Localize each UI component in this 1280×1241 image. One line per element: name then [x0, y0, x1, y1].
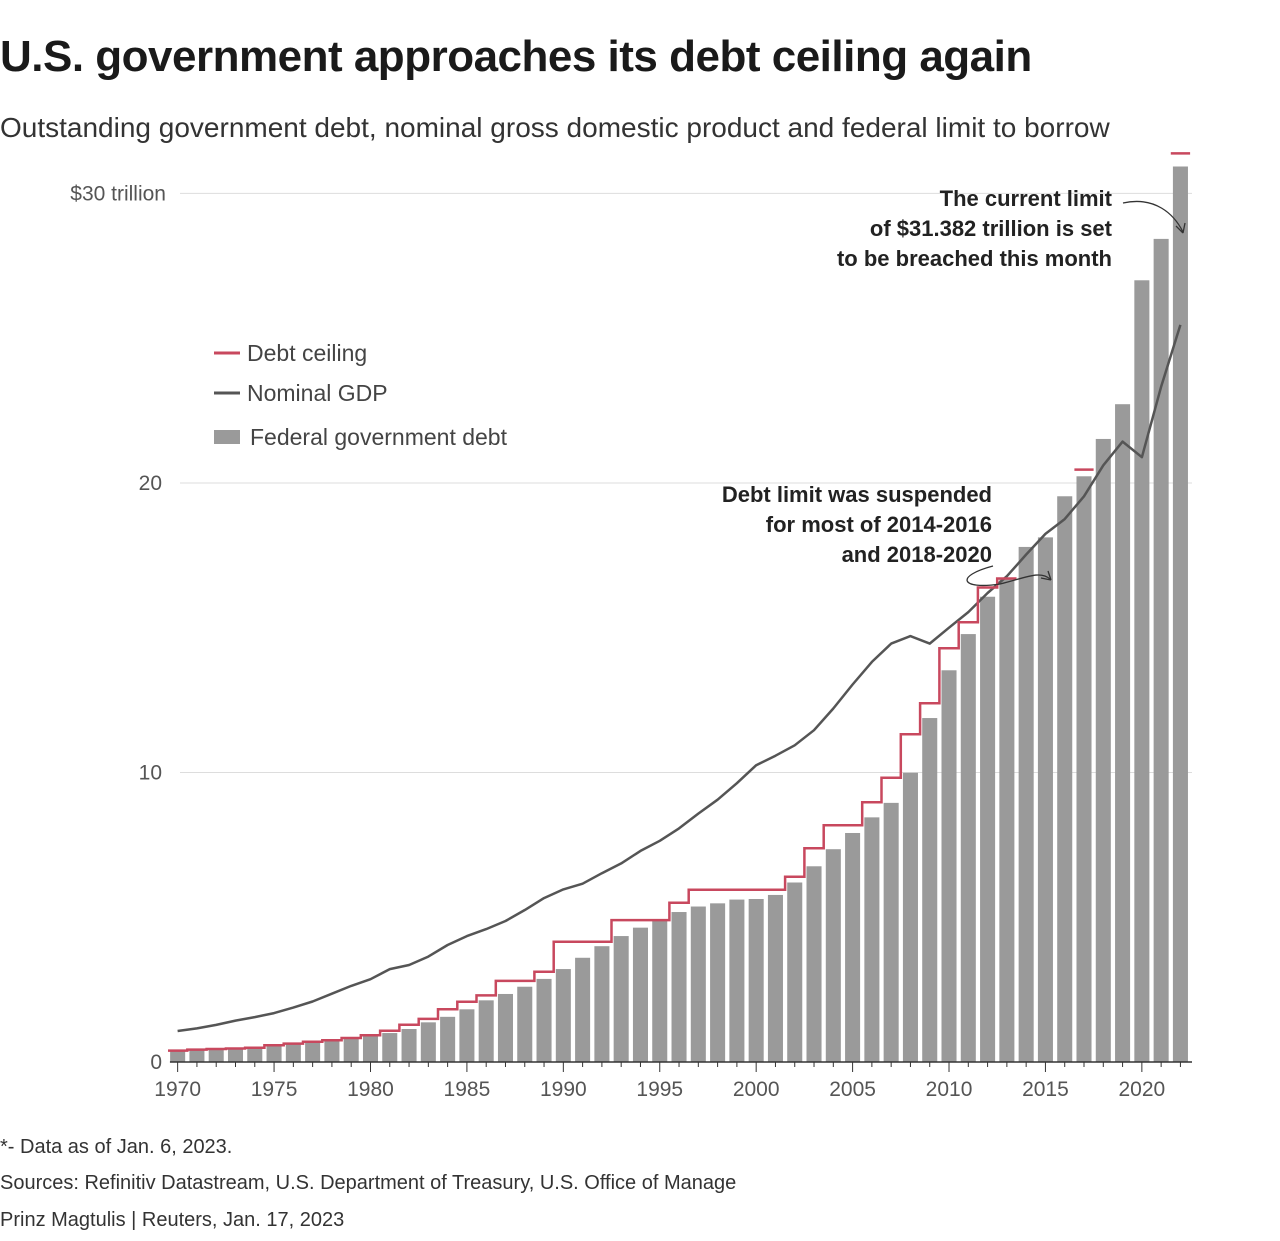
legend-label-gdp: Nominal GDP	[247, 380, 388, 406]
debt-bar-1976	[285, 1043, 301, 1062]
legend-label-debt: Federal government debt	[250, 424, 508, 450]
debt-bar-1997	[690, 906, 706, 1062]
debt-bar-1994	[632, 927, 648, 1062]
debt-bar-1982	[401, 1028, 417, 1062]
debt-bar-1985	[459, 1009, 475, 1062]
debt-bar-2001	[767, 894, 783, 1062]
debt-bar-2006	[864, 817, 880, 1062]
debt-bar-1973	[227, 1048, 244, 1062]
debt-bar-2020	[1134, 280, 1150, 1062]
debt-bar-1983	[420, 1022, 436, 1062]
gdp-line	[177, 324, 1182, 1033]
x-tick-label-2000: 2000	[733, 1078, 780, 1101]
debt-bar-2005	[845, 832, 861, 1062]
annotation-suspended-arrow	[966, 565, 1051, 587]
x-tick-label-2020: 2020	[1119, 1078, 1166, 1101]
debt-bar-2013	[999, 577, 1015, 1062]
legend-swatch-debt	[214, 430, 240, 444]
x-tick-label-2010: 2010	[926, 1078, 973, 1101]
chart-title: U.S. government approaches its debt ceil…	[0, 32, 1032, 81]
debt-bar-1995	[652, 919, 668, 1062]
annotation-current-limit-arrowhead	[1175, 222, 1186, 234]
annotation-current-limit-line-3: to be breached this month	[837, 246, 1112, 271]
debt-bar-1980	[362, 1035, 379, 1062]
debt-bar-2004	[825, 849, 841, 1062]
credit-line: Prinz Magtulis | Reuters, Jan. 17, 2023	[0, 1209, 345, 1231]
debt-bar-2019	[1115, 404, 1131, 1062]
x-tick-label-1990: 1990	[540, 1078, 587, 1101]
debt-bar-2007	[883, 802, 899, 1062]
debt-bar-2009	[922, 718, 938, 1062]
debt-bar-1979	[343, 1037, 359, 1062]
debt-bar-1991	[575, 957, 591, 1062]
debt-bar-1993	[613, 936, 629, 1062]
annotation-current-limit-line-1: The current limit	[940, 186, 1113, 211]
debt-bar-2015	[1037, 537, 1053, 1062]
annotation-current-limit-line-2: of $31.382 trillion is set	[870, 216, 1113, 241]
x-tick-label-1975: 1975	[251, 1078, 298, 1101]
x-tick-label-2005: 2005	[829, 1078, 876, 1101]
debt-bar-1984	[440, 1016, 456, 1062]
x-tick-label-1970: 1970	[154, 1078, 201, 1101]
debt-bar-1972	[208, 1049, 224, 1062]
annotation-suspended-line-1: Debt limit was suspended	[722, 482, 992, 507]
sources-fade	[740, 1172, 900, 1198]
ceiling-step-line-2014	[168, 577, 1017, 1052]
legend-label-ceiling: Debt ceiling	[247, 340, 367, 366]
debt-bar-2008	[902, 772, 918, 1062]
debt-bar-1999	[729, 899, 745, 1062]
x-tick-label-1985: 1985	[444, 1078, 491, 1101]
y-tick-label-0: 0	[150, 1051, 162, 1074]
debt-bar-1971	[189, 1050, 205, 1062]
debt-bar-1998	[710, 903, 726, 1062]
x-tick-label-2015: 2015	[1022, 1078, 1069, 1101]
debt-bar-2003	[806, 866, 822, 1062]
debt-bar-2002	[787, 882, 803, 1062]
x-tick-label-1995: 1995	[636, 1078, 683, 1101]
debt-bar-2018	[1095, 438, 1111, 1062]
debt-bar-1977	[305, 1041, 321, 1062]
debt-bar-1987	[497, 993, 513, 1062]
y-tick-label-20: 20	[139, 472, 162, 495]
debt-bar-2014	[1018, 546, 1034, 1062]
debt-bar-2000	[748, 898, 764, 1062]
x-tick-label-1980: 1980	[347, 1078, 394, 1101]
annotation-current-limit-arrow	[1122, 200, 1184, 233]
debt-bar-1989	[536, 978, 552, 1062]
debt-bar-2016	[1057, 496, 1073, 1062]
debt-bar-1981	[382, 1033, 398, 1062]
debt-bar-2017	[1076, 476, 1092, 1062]
footnote: *- Data as of Jan. 6, 2023.	[0, 1136, 233, 1158]
debt-bar-1978	[324, 1039, 340, 1062]
debt-bar-1990	[555, 969, 571, 1062]
chart-subtitle: Outstanding government debt, nominal gro…	[0, 112, 1110, 143]
debt-bar-2021	[1153, 238, 1169, 1063]
debt-bar-1970	[170, 1051, 186, 1062]
annotation-suspended-line-2: for most of 2014-2016	[766, 512, 992, 537]
annotation-suspended-line-3: and 2018-2020	[842, 542, 992, 567]
y-tick-label-30: $30 trillion	[70, 182, 166, 205]
debt-bar-1996	[671, 912, 687, 1062]
sources-line: Sources: Refinitiv Datastream, U.S. Depa…	[0, 1172, 737, 1194]
debt-bar-2012	[980, 596, 996, 1062]
debt-bar-2011	[960, 634, 976, 1062]
y-tick-label-10: 10	[139, 761, 162, 784]
debt-bar-1992	[594, 946, 610, 1062]
debt-bar-1975	[266, 1046, 282, 1062]
debt-bar-2022	[1172, 166, 1188, 1062]
annotation-suspended-arrowhead	[1040, 570, 1052, 581]
debt-bar-1974	[247, 1048, 263, 1062]
debt-bar-1988	[517, 986, 533, 1062]
debt-bar-2010	[941, 670, 957, 1062]
debt-bar-1986	[478, 1000, 494, 1062]
debt-chart: 0 10 20 $30 trillion 1970 1975 1980 1985 1990 199…	[70, 152, 1192, 1101]
